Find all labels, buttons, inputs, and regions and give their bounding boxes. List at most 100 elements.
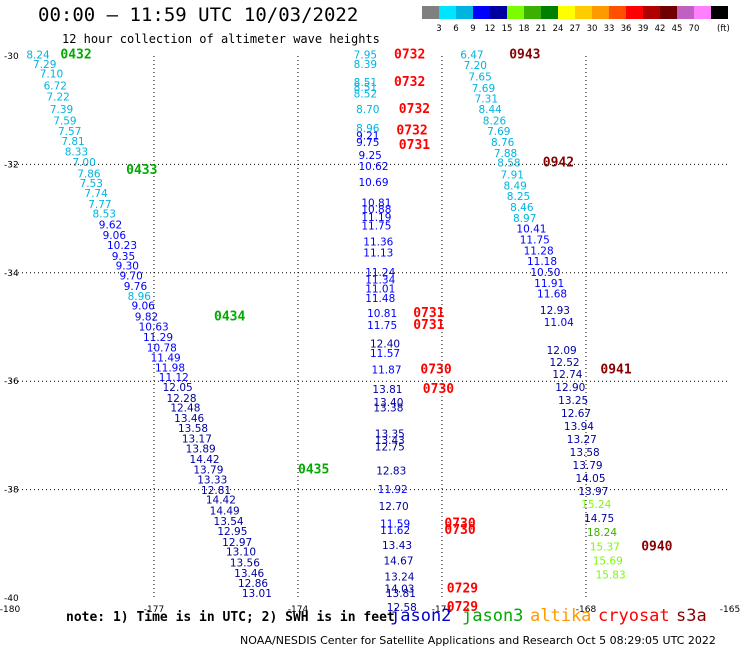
swh-value-label: 7.88	[494, 148, 517, 160]
pass-time-label: 0729	[447, 582, 478, 597]
swh-value-label: 7.69	[487, 126, 510, 138]
colorbar-label: 39	[638, 24, 649, 34]
swh-value-label: 11.62	[380, 525, 410, 537]
colorbar-swatch	[541, 6, 558, 19]
swh-value-label: 13.58	[178, 423, 208, 435]
swh-value-label: 13.56	[230, 558, 260, 570]
swh-value-label: 9.76	[124, 281, 148, 293]
legend-jason2: jason2	[390, 606, 452, 626]
swh-value-label: 13.33	[197, 475, 227, 487]
y-tick-label: -38	[4, 486, 19, 496]
pass-time-label: 0730	[444, 523, 475, 538]
swh-value-label: 8.39	[354, 59, 377, 71]
swh-value-label: 12.52	[550, 357, 580, 369]
swh-value-label: 15.83	[596, 569, 626, 581]
pass-time-label: 0432	[60, 48, 91, 63]
swh-value-label: 9.82	[135, 311, 158, 323]
colorbar-label: 9	[470, 24, 475, 34]
pass-time-label: 0435	[298, 462, 329, 477]
colorbar-label: 45	[672, 24, 683, 34]
swh-value-label: 12.86	[238, 578, 268, 590]
swh-value-label: 12.97	[222, 537, 252, 549]
swh-value-label: 7.22	[46, 91, 69, 103]
pass-time-label: 0731	[399, 138, 430, 153]
swh-value-label: 13.46	[234, 568, 264, 580]
colorbar-swatch	[490, 6, 507, 19]
swh-value-label: 13.17	[182, 433, 212, 445]
swh-value-label: 7.65	[468, 71, 491, 83]
axis-ticks: -180 -177 -174 -171 -168 -165 -30 -32 -34 -36 -38 -…	[0, 52, 740, 615]
swh-value-label: 13.43	[382, 540, 412, 552]
swh-value-label: 13.40	[373, 397, 403, 409]
x-tick-label: -180	[0, 605, 20, 615]
pass-time-label: 0730	[444, 517, 475, 532]
swh-value-label: 11.57	[370, 348, 400, 360]
swh-value-label: 13.81	[372, 384, 402, 396]
colorbar-label: 24	[553, 24, 564, 34]
chart-title: 00:00 – 11:59 UTC 10/03/2022	[38, 4, 359, 26]
colorbar-swatch	[694, 6, 711, 19]
swh-value-label: 9.62	[99, 219, 122, 231]
swh-value-label: 9.06	[103, 230, 127, 242]
swh-value-label: 8.46	[510, 202, 534, 214]
swh-value-label: 10.88	[361, 204, 391, 216]
y-tick-label: -40	[4, 594, 19, 604]
swh-value-label: 11.28	[524, 245, 554, 257]
swh-value-label: 14.05	[575, 473, 605, 485]
swh-value-label: 11.59	[380, 519, 410, 531]
colorbar-label: 12	[485, 24, 496, 34]
swh-value-label: 13.27	[567, 434, 597, 446]
swh-value-label: 12.95	[217, 526, 247, 538]
swh-value-label: 12.75	[375, 442, 405, 454]
pass-time-label: 0730	[420, 363, 451, 378]
colorbar-label: 18	[519, 24, 530, 34]
swh-value-label: 11.48	[365, 293, 395, 305]
swh-value-label: 11.68	[537, 289, 567, 301]
swh-value-label: 10.41	[516, 224, 546, 236]
swh-value-label: 18.24	[587, 527, 617, 539]
swh-value-label: 7.59	[53, 115, 76, 127]
swh-value-label: 15.37	[590, 541, 620, 553]
swh-value-label: 10.23	[107, 240, 137, 252]
colorbar-swatch	[507, 6, 524, 19]
swh-value-label: 11.29	[143, 332, 173, 344]
colorbar-swatch	[575, 6, 592, 19]
swh-value-label: 14.67	[383, 555, 413, 567]
swh-value-label: 9.30	[116, 261, 139, 273]
swh-value-label: 7.00	[72, 157, 95, 169]
colorbar-swatch	[524, 6, 541, 19]
swh-value-label: 11.19	[361, 212, 391, 224]
swh-value-label: 8.33	[65, 147, 88, 159]
swh-value-label: 12.93	[540, 305, 570, 317]
colorbar-legend: 3 6 9 12 15 18 21 24 27 30 33 36 39 42 45 70 (ft)	[422, 6, 730, 34]
swh-value-label: 12.90	[555, 382, 585, 394]
swh-value-label: 11.75	[520, 235, 550, 247]
colorbar-label: 3	[436, 24, 441, 34]
data-marks: 8.247.297.106.727.227.397.597.577.818.33…	[26, 48, 672, 615]
swh-value-label: 11.04	[544, 317, 574, 329]
swh-value-label: 7.81	[61, 136, 84, 148]
swh-value-label: 8.24	[26, 50, 50, 62]
swh-value-label: 8.97	[513, 213, 536, 225]
swh-value-label: 8.58	[497, 158, 520, 170]
colorbar-swatch	[660, 6, 677, 19]
x-tick-label: -171	[432, 605, 452, 615]
legend-s3a: s3a	[676, 606, 707, 626]
swh-value-label: 13.01	[242, 588, 272, 600]
swh-value-label: 10.50	[530, 267, 560, 279]
colorbar-swatch	[558, 6, 575, 19]
pass-time-label: 0732	[396, 124, 427, 139]
swh-value-label: 10.78	[147, 342, 177, 354]
source-credit: NOAA/NESDIS Center for Satellite Applica…	[240, 634, 716, 647]
swh-value-label: 9.06	[131, 301, 155, 313]
swh-value-label: 8.96	[128, 291, 152, 303]
legend-jason3: jason3	[462, 606, 524, 626]
colorbar-unit: (ft)	[717, 24, 730, 34]
swh-value-label: 8.52	[354, 89, 377, 101]
swh-value-label: 12.09	[547, 345, 577, 357]
swh-value-label: 11.34	[365, 275, 395, 287]
grid	[10, 56, 730, 598]
pass-time-label: 0433	[126, 163, 157, 178]
y-tick-label: -30	[4, 52, 19, 62]
